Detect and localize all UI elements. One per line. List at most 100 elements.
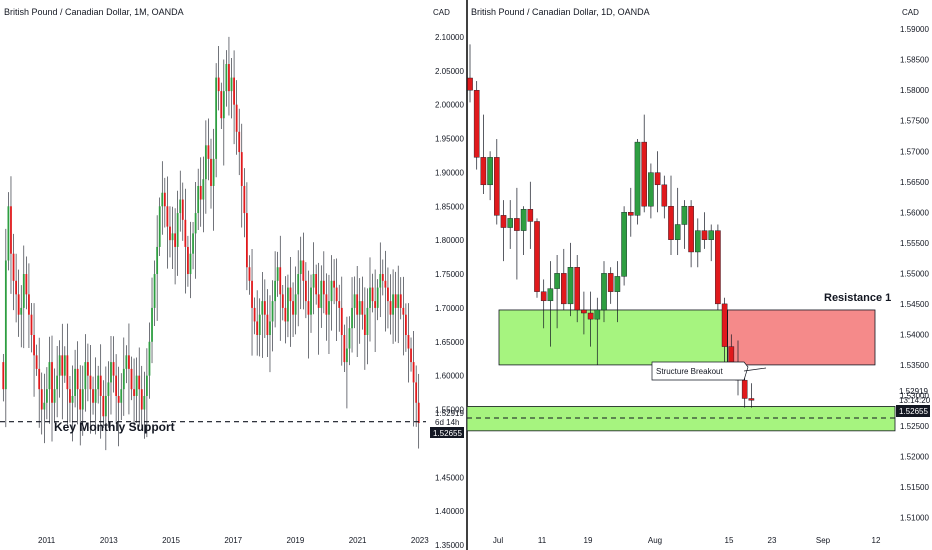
left-candle-down bbox=[17, 294, 20, 315]
right-candle-up bbox=[567, 267, 574, 305]
right-candle-up bbox=[594, 309, 601, 320]
left-candle-down bbox=[407, 335, 410, 349]
left-candle-up bbox=[161, 192, 164, 207]
left-x-tick: 2019 bbox=[287, 536, 305, 545]
right-x-tick: Jul bbox=[493, 536, 503, 545]
left-candle-up bbox=[48, 362, 51, 390]
right-candle-down bbox=[641, 141, 647, 207]
left-candle-up bbox=[276, 267, 279, 281]
left-candle-down bbox=[307, 301, 310, 315]
left-candle-down bbox=[140, 389, 143, 410]
left-candle-up bbox=[299, 260, 302, 275]
left-candle-up bbox=[348, 328, 351, 349]
right-x-tick: 12 bbox=[872, 536, 881, 545]
right-x-tick: 19 bbox=[584, 536, 593, 545]
callout-pointer bbox=[743, 367, 767, 372]
left-x-tick: 2015 bbox=[162, 536, 180, 545]
left-candle-down bbox=[394, 294, 397, 308]
right-y-tick: 1.52000 bbox=[900, 452, 929, 461]
left-candle-up bbox=[63, 355, 66, 376]
left-candle-up bbox=[122, 368, 125, 390]
left-y-tick: 1.55000 bbox=[435, 406, 464, 415]
left-candle-down bbox=[128, 355, 130, 369]
left-candle-up bbox=[74, 368, 76, 396]
left-candle-down bbox=[240, 152, 243, 186]
left-candle-up bbox=[156, 246, 159, 275]
right-x-tick: Sep bbox=[816, 536, 831, 545]
right-currency-label: CAD bbox=[902, 8, 919, 17]
left-candle-down bbox=[169, 226, 171, 241]
right-candle-down bbox=[480, 157, 487, 186]
left-candle-up bbox=[179, 199, 182, 214]
left-candle-down bbox=[333, 280, 335, 288]
left-candle-up bbox=[110, 362, 112, 383]
left-candle-up bbox=[45, 389, 48, 403]
left-y-tick: 2.05000 bbox=[435, 67, 464, 76]
left-candle-down bbox=[384, 280, 387, 288]
left-y-tick: 2.00000 bbox=[435, 101, 464, 110]
left-candle-down bbox=[207, 145, 210, 159]
left-candle-down bbox=[30, 314, 33, 335]
left-candle-down bbox=[187, 246, 189, 275]
left-candle-up bbox=[230, 77, 233, 92]
left-y-tick: 1.80000 bbox=[435, 236, 464, 245]
right-candle-up bbox=[634, 141, 641, 216]
left-candle-up bbox=[43, 402, 46, 410]
left-candle-up bbox=[369, 287, 371, 308]
left-candle-up bbox=[328, 301, 330, 315]
left-candle-down bbox=[87, 362, 89, 376]
left-current-price-text: 1.52655 bbox=[433, 429, 462, 438]
right-y-tick: 1.51500 bbox=[900, 483, 929, 492]
support-zone bbox=[466, 406, 896, 432]
left-candle-down bbox=[289, 287, 292, 302]
right-candle-down bbox=[654, 172, 661, 186]
right-candle-up bbox=[695, 230, 701, 253]
left-candle-down bbox=[279, 267, 282, 295]
left-candle-down bbox=[217, 77, 220, 92]
left-candle-down bbox=[89, 375, 92, 390]
left-candle-up bbox=[197, 185, 200, 214]
left-candle-down bbox=[292, 301, 294, 315]
left-candle-up bbox=[222, 91, 225, 119]
left-candle-down bbox=[184, 219, 187, 247]
right-candle-up bbox=[507, 218, 514, 228]
right-candle-down bbox=[661, 184, 668, 207]
left-candle-down bbox=[315, 274, 318, 295]
right-candle-up bbox=[708, 230, 714, 240]
left-candle-down bbox=[174, 233, 176, 247]
left-candle-down bbox=[356, 294, 359, 315]
left-candle-up bbox=[192, 233, 194, 254]
right-current-price-text: 1.52655 bbox=[899, 407, 928, 416]
right-current-price-badge bbox=[896, 405, 930, 417]
right-candle-down bbox=[534, 221, 540, 292]
right-candle-down bbox=[514, 218, 520, 231]
left-candle-up bbox=[310, 287, 312, 315]
left-candle-up bbox=[351, 307, 353, 329]
right-y-tick: 1.51000 bbox=[900, 514, 929, 523]
left-candle-down bbox=[251, 280, 253, 308]
right-candle-down bbox=[628, 212, 634, 216]
left-candle-down bbox=[304, 280, 307, 302]
right-y-tick: 1.53500 bbox=[900, 361, 929, 370]
right-candle-down bbox=[467, 77, 473, 91]
right-candles bbox=[467, 44, 755, 408]
right-x-tick: 15 bbox=[725, 536, 734, 545]
left-candle-down bbox=[33, 335, 35, 356]
left-candle-down bbox=[343, 335, 346, 363]
left-candle-down bbox=[302, 260, 305, 281]
key-monthly-support-label: Key Monthly Support bbox=[54, 420, 175, 434]
left-candle-down bbox=[199, 185, 202, 200]
left-candle-up bbox=[176, 213, 179, 247]
resistance-1-label: Resistance 1 bbox=[824, 292, 891, 304]
left-price-label: 1.52919 bbox=[435, 409, 464, 418]
left-candle-down bbox=[163, 192, 166, 207]
left-candle-down bbox=[99, 375, 102, 396]
left-candle-down bbox=[361, 301, 364, 315]
left-candle-down bbox=[133, 389, 135, 396]
right-x-tick: 23 bbox=[768, 536, 777, 545]
left-candle-up bbox=[261, 301, 264, 315]
left-candle-down bbox=[112, 362, 115, 376]
right-candle-down bbox=[500, 215, 507, 228]
left-candle-down bbox=[340, 307, 343, 335]
